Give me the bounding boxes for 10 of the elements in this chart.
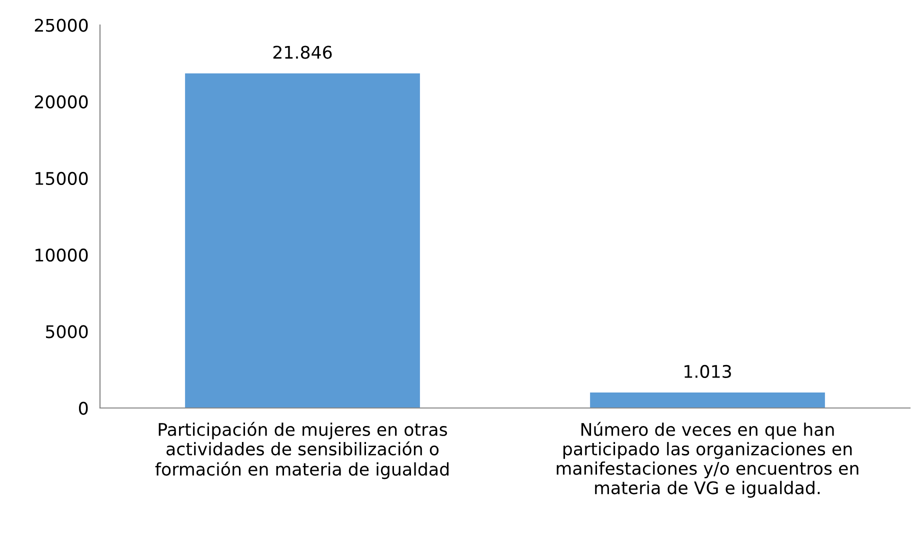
data-label: 1.013	[684, 364, 731, 378]
y-tick-label: 5000	[46, 325, 88, 338]
y-tick-label: 25000	[34, 18, 88, 32]
x-tick-label: Participación de mujeres en otras actividades de sensibilización o formación en materia de igualdad	[155, 422, 449, 480]
data-label: 21.846	[273, 46, 332, 59]
y-tick-label: 20000	[34, 95, 88, 108]
y-tick-label: 10000	[36, 248, 88, 262]
y-tick-label: 0	[78, 402, 88, 415]
y-tick-label: 15000	[36, 172, 88, 186]
x-tick-label: Número de veces en que han participado las organizaciones en manifestaciones y/o encuentros en materia de VG e igualdad.	[556, 422, 858, 498]
